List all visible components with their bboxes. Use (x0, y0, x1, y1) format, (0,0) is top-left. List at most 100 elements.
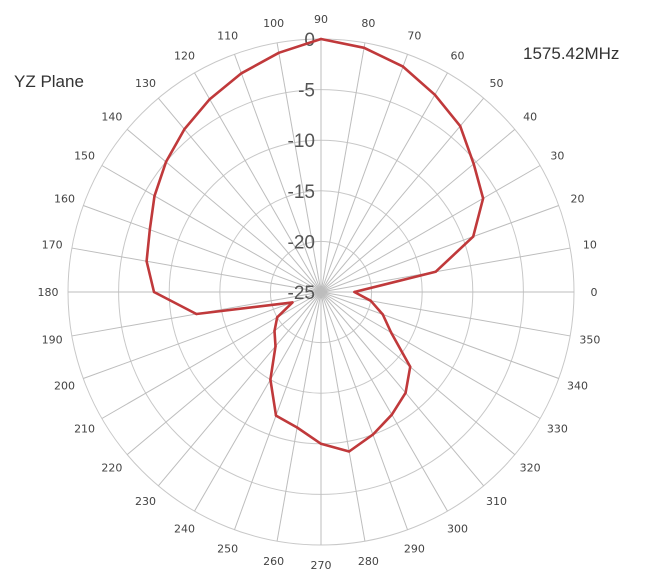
radial-tick-5: -25 (288, 283, 315, 304)
pattern-point-280 (347, 450, 351, 453)
angle-tick-110: 110 (217, 29, 238, 42)
pattern-point-210 (276, 316, 279, 319)
frequency-label: 1575.42MHz (523, 44, 620, 63)
spoke-250 (233, 291, 322, 530)
angle-tick-340: 340 (567, 379, 588, 392)
pattern-point-60 (433, 93, 437, 97)
angle-tick-210: 210 (74, 423, 95, 436)
spoke-110 (233, 54, 322, 293)
angle-tick-30: 30 (550, 150, 564, 163)
pattern-point-140 (164, 160, 168, 164)
angle-tick-170: 170 (42, 239, 63, 252)
spoke-200 (83, 291, 322, 380)
pattern-point-310 (404, 391, 407, 394)
pattern-point-20 (472, 235, 475, 238)
angle-tick-140: 140 (101, 111, 122, 124)
angle-tick-120: 120 (174, 50, 195, 63)
spoke-280 (320, 291, 366, 542)
angle-tick-190: 190 (42, 333, 63, 346)
angle-tick-330: 330 (547, 423, 568, 436)
pattern-point-70 (401, 65, 405, 68)
spoke-140 (126, 128, 322, 293)
pattern-point-170 (145, 260, 148, 263)
spoke-310 (320, 291, 485, 487)
spoke-240 (194, 291, 322, 512)
pattern-point-130 (183, 128, 186, 131)
pattern-point-30 (481, 197, 485, 200)
spoke-300 (320, 291, 448, 512)
angle-tick-130: 130 (135, 77, 156, 90)
angle-labels: 0 10 20 30 40 50 60 70 80 90 100 110 120 130 140 150 160… (38, 13, 601, 572)
angle-tick-60: 60 (451, 50, 465, 63)
spoke-130 (157, 97, 322, 293)
pattern-point-0 (353, 290, 356, 294)
pattern-point-80 (362, 46, 366, 49)
spoke-80 (320, 42, 366, 293)
spoke-170 (71, 247, 322, 293)
pattern-point-230 (274, 345, 277, 348)
spoke-260 (276, 291, 322, 542)
spoke-30 (320, 165, 541, 293)
angle-tick-90: 90 (314, 13, 328, 26)
spoke-330 (320, 291, 541, 419)
spoke-40 (320, 128, 516, 293)
spoke-160 (83, 204, 322, 293)
angle-tick-220: 220 (101, 461, 122, 474)
pattern-point-260 (295, 426, 299, 429)
angle-tick-70: 70 (407, 29, 421, 42)
pattern-point-250 (274, 414, 278, 417)
angle-tick-100: 100 (263, 17, 284, 30)
series-layer (145, 37, 485, 453)
pattern-point-270 (319, 442, 323, 445)
pattern-point-90 (319, 37, 323, 41)
spoke-350 (320, 291, 571, 337)
pattern-point-180 (152, 290, 156, 294)
spoke-220 (126, 291, 322, 456)
pattern-point-290 (371, 433, 375, 436)
pattern-point-220 (273, 329, 276, 333)
angle-tick-200: 200 (54, 379, 75, 392)
radial-tick-1: -5 (298, 81, 315, 102)
pattern-point-50 (459, 124, 462, 128)
angle-tick-240: 240 (174, 522, 195, 535)
pattern-point-340 (381, 313, 384, 316)
spoke-20 (320, 204, 559, 293)
spoke-230 (157, 291, 322, 487)
pattern-point-10 (434, 270, 437, 273)
pattern-point-330 (389, 331, 393, 334)
spoke-10 (320, 247, 571, 293)
angle-tick-350: 350 (579, 333, 600, 346)
pattern-point-350 (369, 299, 372, 302)
radial-tick-4: -20 (288, 232, 315, 253)
pattern-point-40 (472, 162, 475, 166)
angle-tick-50: 50 (489, 77, 503, 90)
angle-tick-260: 260 (263, 555, 284, 568)
spoke-60 (320, 72, 448, 293)
pattern-point-160 (148, 228, 151, 231)
angle-tick-250: 250 (217, 543, 238, 556)
spoke-320 (320, 291, 516, 456)
angle-tick-180: 180 (38, 286, 59, 299)
angle-tick-270: 270 (311, 559, 332, 572)
angle-tick-300: 300 (447, 522, 468, 535)
spoke-210 (101, 291, 322, 419)
angle-tick-80: 80 (361, 17, 375, 30)
pattern-point-320 (409, 365, 412, 368)
angle-tick-320: 320 (520, 461, 541, 474)
angle-tick-0: 0 (591, 286, 598, 299)
pattern-point-110 (240, 72, 243, 75)
angle-tick-290: 290 (404, 543, 425, 556)
pattern-point-240 (269, 378, 272, 381)
pattern-point-200 (291, 301, 294, 304)
pattern-point-150 (153, 194, 156, 198)
radial-tick-3: -15 (288, 182, 315, 203)
plane-label: YZ Plane (14, 72, 84, 91)
spoke-290 (320, 291, 409, 530)
spoke-50 (320, 97, 485, 293)
angle-tick-160: 160 (54, 193, 75, 206)
angle-tick-150: 150 (74, 150, 95, 163)
angle-tick-20: 20 (571, 193, 585, 206)
radial-tick-0: 0 (304, 30, 315, 51)
spoke-70 (320, 54, 409, 293)
